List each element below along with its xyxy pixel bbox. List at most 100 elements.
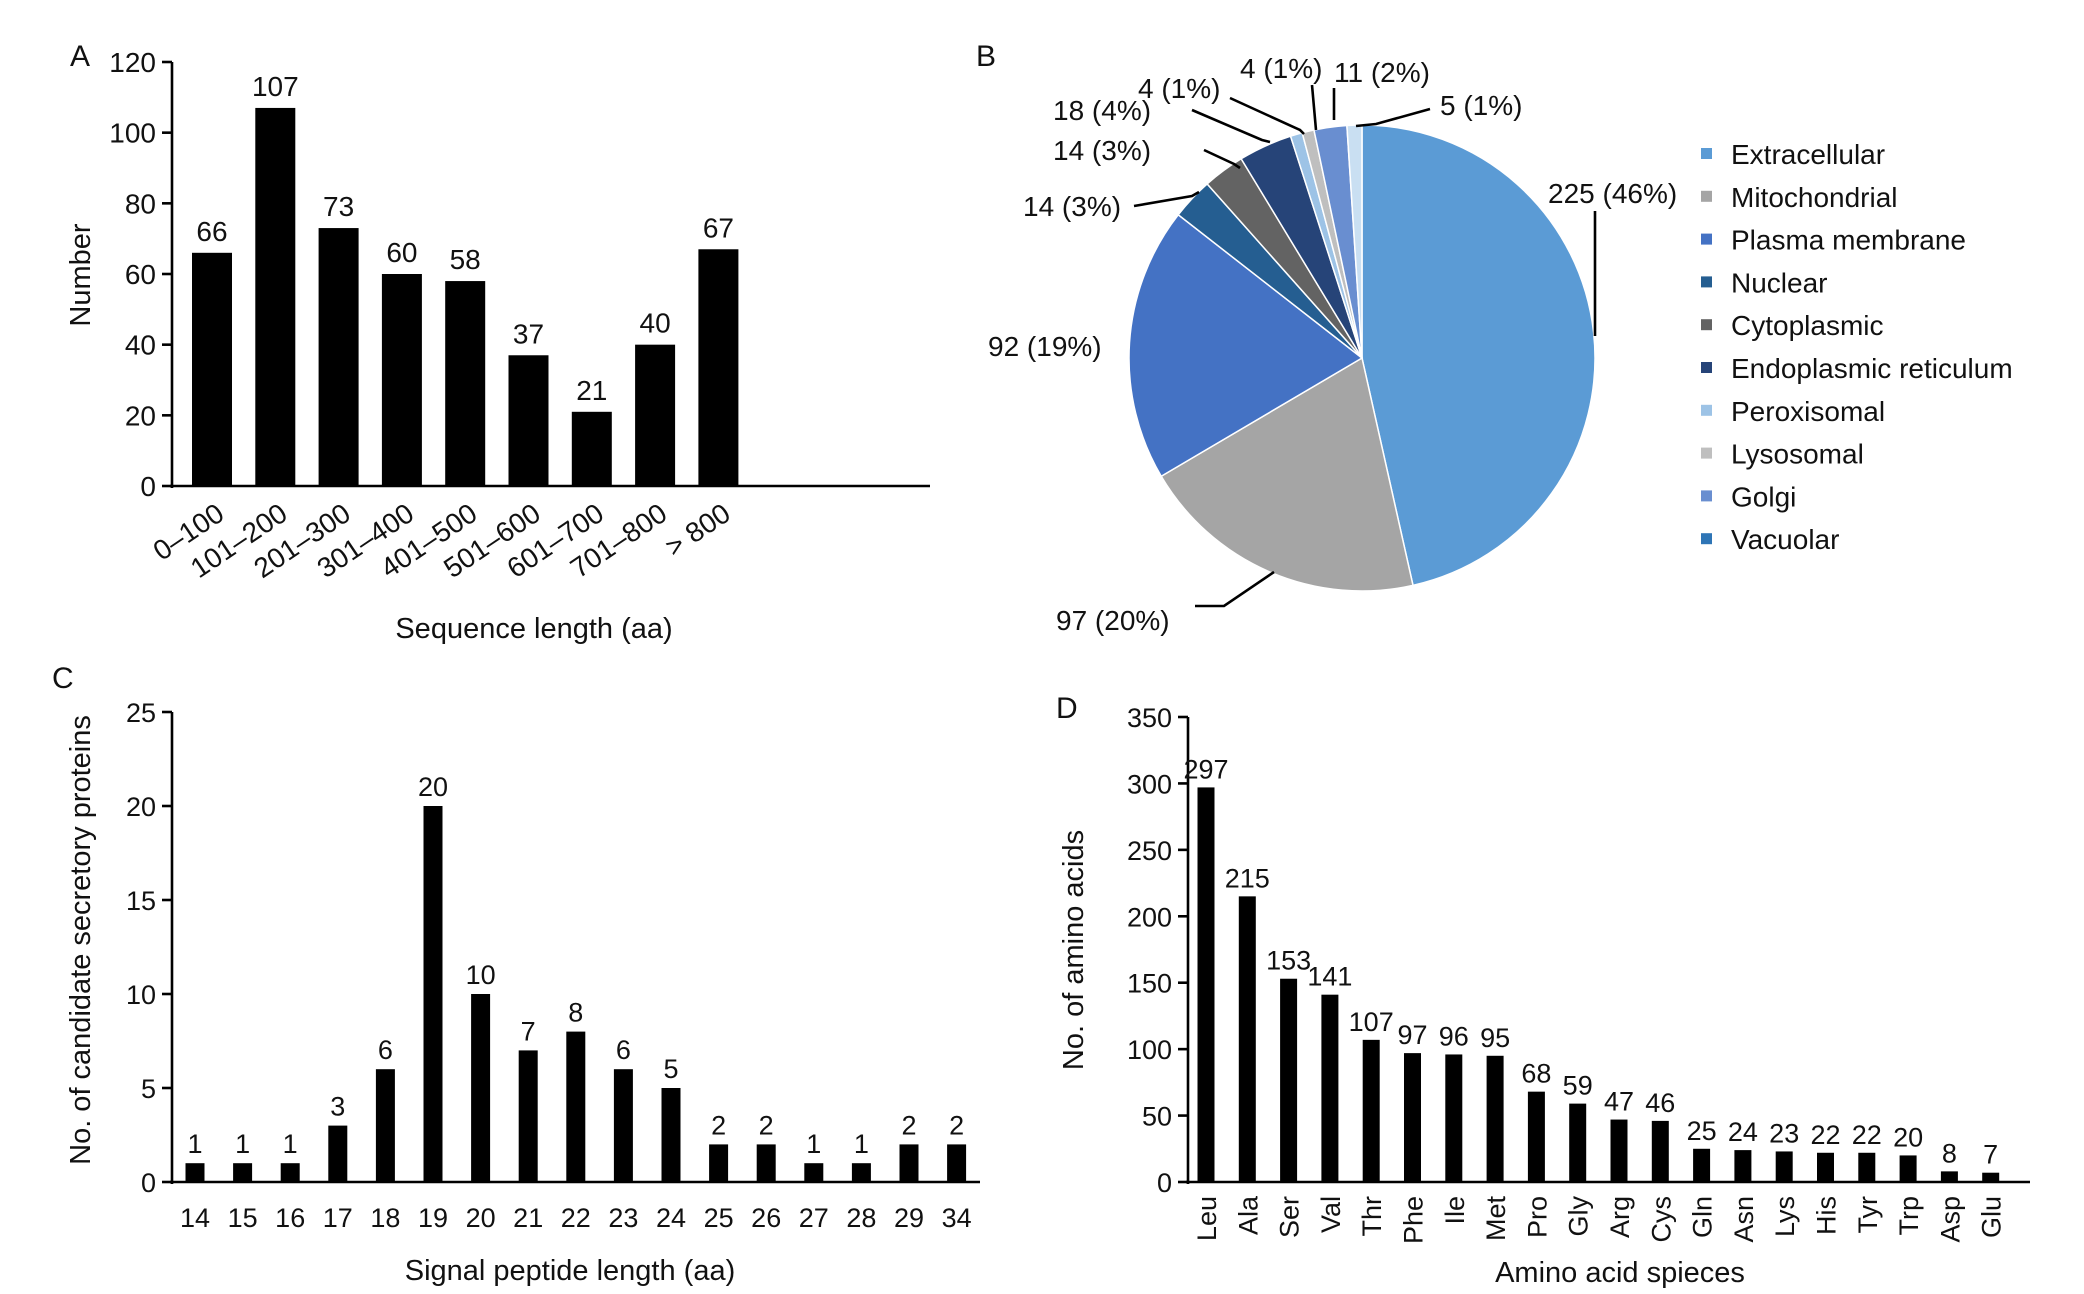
value-label-21: 7 — [521, 1016, 536, 1046]
bar-101-200 — [255, 107, 296, 486]
value-label-25: 2 — [711, 1110, 726, 1140]
legend: Extracellular Mitochondrial Plasma membran… — [1701, 139, 2013, 555]
value-label-28: 1 — [854, 1129, 869, 1159]
y-tick-label: 200 — [1127, 902, 1172, 932]
y-ticks: 0 50 100 150 200 250 300 350 — [1127, 703, 1188, 1198]
y-tick-label: 5 — [141, 1074, 156, 1104]
bar-25 — [709, 1144, 729, 1182]
value-label-15: 1 — [235, 1129, 250, 1159]
x-tick-label-14: 14 — [180, 1203, 210, 1233]
x-tick-label-17: 17 — [323, 1203, 353, 1233]
leader-cytoplasmic — [1203, 148, 1241, 170]
legend-swatch-vacuolar — [1701, 533, 1712, 545]
x-tick-label-21: 21 — [513, 1203, 543, 1233]
legend-label-plasma-membrane: Plasma membrane — [1731, 225, 1966, 256]
bar-601-700 — [571, 411, 612, 486]
pie-slice-mitochondrial — [1160, 356, 1414, 592]
value-label-800: 67 — [703, 212, 734, 243]
x-tick-labels: 0–100101–200201–300301–400401–500501–600… — [147, 497, 735, 584]
bar-pro — [1527, 1091, 1545, 1182]
bar-ala — [1238, 896, 1256, 1182]
bar-gln — [1693, 1148, 1711, 1182]
bar-cys — [1651, 1120, 1669, 1182]
x-tick-label-cys: Cys — [1646, 1196, 1676, 1243]
bar-14 — [185, 1163, 205, 1182]
y-tick-label: 0 — [140, 471, 156, 502]
bar-thr — [1362, 1039, 1380, 1182]
x-tick-label-28: 28 — [846, 1203, 876, 1233]
bar-23 — [613, 1069, 633, 1182]
value-label-val: 141 — [1307, 962, 1352, 992]
bar-201-300 — [318, 228, 359, 487]
bar-asn — [1734, 1150, 1752, 1182]
x-tick-label-phe: Phe — [1399, 1196, 1429, 1244]
bar-20 — [471, 994, 491, 1182]
legend-label-cytoplasmic: Cytoplasmic — [1731, 310, 1883, 341]
x-tick-label-his: His — [1812, 1196, 1842, 1235]
bar-tyr — [1858, 1152, 1876, 1182]
value-label-asn: 24 — [1728, 1117, 1758, 1147]
y-tick-label: 60 — [125, 259, 156, 290]
bar-301-400 — [381, 274, 422, 486]
y-tick-label: 350 — [1127, 703, 1172, 733]
value-label-29: 2 — [901, 1110, 916, 1140]
legend-swatch-lysosomal — [1701, 447, 1712, 459]
x-tick-label-ile: Ile — [1440, 1196, 1470, 1225]
pie-label-golgi: 11 (2%) — [1334, 57, 1430, 88]
value-label-ala: 215 — [1225, 863, 1270, 893]
value-label-17: 3 — [330, 1092, 345, 1122]
leader-lysosomal — [1310, 84, 1318, 131]
bar-24 — [661, 1088, 681, 1182]
x-tick-label-trp: Trp — [1894, 1196, 1924, 1236]
panel-letter-c: C — [52, 662, 74, 695]
y-tick-label: 40 — [125, 330, 156, 361]
x-tick-labels: Leu Ala Ser Val Thr Phe Ile Met Pro Gly Arg Cys Gln A… — [1192, 1195, 2007, 1244]
value-label-701-800: 40 — [640, 308, 671, 339]
value-label-24: 5 — [663, 1054, 678, 1084]
leader-mitochondrial — [1195, 570, 1275, 608]
legend-label-extracellular: Extracellular — [1731, 139, 1885, 170]
bar-leu — [1197, 787, 1215, 1182]
pie-labels: 225 (46%) 97 (20%) 92 (19%) 14 (3%) 14 (… — [988, 53, 1677, 636]
x-axis-label: Signal peptide length (aa) — [405, 1255, 736, 1287]
panel-letter-d: D — [1056, 692, 1078, 725]
bar-lys — [1775, 1151, 1793, 1182]
value-label-ser: 153 — [1266, 946, 1311, 976]
pie-label-cytoplasmic: 14 (3%) — [1053, 135, 1151, 166]
pie-label-peroxisomal: 4 (1%) — [1138, 73, 1220, 104]
bar-17 — [328, 1125, 348, 1182]
legend-label-nuclear: Nuclear — [1731, 267, 1827, 298]
x-tick-label-met: Met — [1481, 1196, 1511, 1242]
x-tick-label-lys: Lys — [1770, 1196, 1800, 1237]
bar-arg — [1610, 1119, 1628, 1182]
value-label-phe: 97 — [1397, 1020, 1427, 1050]
value-label-501-600: 37 — [513, 318, 544, 349]
pie-label-lysosomal: 4 (1%) — [1240, 53, 1322, 84]
value-label-cys: 46 — [1645, 1088, 1675, 1118]
x-tick-label-25: 25 — [704, 1203, 734, 1233]
panel-b: B 225 (46%) 97 (20%) 92 (19%) 14 (3%) 14… — [976, 40, 2013, 636]
bar-ser — [1280, 978, 1298, 1182]
x-tick-label-18: 18 — [370, 1203, 400, 1233]
x-tick-label-asn: Asn — [1729, 1196, 1759, 1243]
bar-18 — [375, 1069, 395, 1182]
y-tick-label: 300 — [1127, 769, 1172, 799]
legend-label-mitochondrial: Mitochondrial — [1731, 182, 1898, 213]
y-tick-label: 150 — [1127, 969, 1172, 999]
bar-15 — [233, 1163, 253, 1182]
pie-label-plasma-membrane: 92 (19%) — [988, 331, 1102, 362]
bar-19 — [423, 806, 443, 1182]
value-label-pro: 68 — [1521, 1059, 1551, 1089]
value-label-lys: 23 — [1769, 1118, 1799, 1148]
y-ticks: 0 5 10 15 20 25 — [126, 698, 172, 1198]
x-axis-label: Sequence length (aa) — [395, 613, 672, 645]
legend-swatch-nuclear — [1701, 276, 1712, 288]
bars — [192, 107, 739, 487]
value-label-0-100: 66 — [196, 216, 227, 247]
bar-701-800 — [635, 344, 676, 486]
bar-22 — [566, 1031, 586, 1182]
legend-swatch-mitochondrial — [1701, 190, 1712, 202]
pie-label-nuclear: 14 (3%) — [1023, 191, 1121, 222]
y-tick-label: 0 — [141, 1168, 156, 1198]
